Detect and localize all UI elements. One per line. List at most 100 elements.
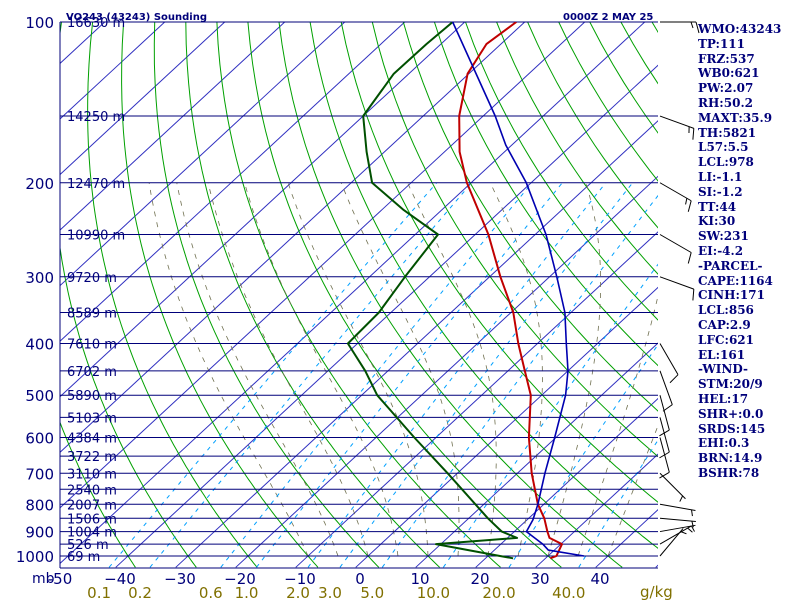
sounding-index-item: LI:-1.1 xyxy=(698,169,743,184)
dry-adiabat-line xyxy=(247,22,562,568)
height-label: 8589 m xyxy=(67,307,117,322)
isotherm-line xyxy=(60,22,526,453)
dry-adiabat-line xyxy=(402,22,658,412)
wind-barb xyxy=(659,234,692,264)
temperature-tick-label: -50 xyxy=(48,570,73,588)
dry-adiabat-line xyxy=(153,22,380,568)
sounding-index-item: TP:111 xyxy=(698,36,746,51)
wind-barbs xyxy=(659,21,700,557)
wind-barb xyxy=(660,21,700,34)
isotherm-line xyxy=(60,22,226,176)
parcel-path-line xyxy=(451,22,585,557)
pressure-tick-label: 800 xyxy=(25,496,54,514)
height-label: 1506 m xyxy=(67,512,117,527)
isobar-lines xyxy=(59,21,658,569)
sounding-index-item: SI:-1.2 xyxy=(698,184,743,199)
sounding-profiles xyxy=(346,22,585,560)
wind-barb xyxy=(659,276,695,301)
wind-barb-staff xyxy=(659,524,696,533)
pressure-unit-label: mb xyxy=(32,571,55,587)
mixing-ratio-line xyxy=(220,182,533,568)
wind-barb-half-feather xyxy=(679,495,684,502)
height-label: 69 m xyxy=(67,550,100,565)
wind-barb-half-feather xyxy=(690,21,694,29)
chart-title-station: VO243 (43243) Sounding xyxy=(66,12,207,23)
mixing-ratio-line xyxy=(307,182,607,568)
pressure-tick-label: 300 xyxy=(25,269,54,287)
wind-barb-staff xyxy=(659,417,670,453)
wind-barb-half-feather xyxy=(691,525,695,532)
sounding-index-item: CINH:171 xyxy=(698,288,765,303)
isotherm-line xyxy=(475,397,658,568)
moist-adiabat-line xyxy=(207,182,369,557)
wind-barb xyxy=(659,115,695,140)
dry-adiabat-line xyxy=(465,22,658,321)
moist-adiabat-line xyxy=(607,424,658,557)
sounding-index-item: WB0:621 xyxy=(698,66,760,81)
temperature-tick-label: −20 xyxy=(224,570,256,588)
mixing-ratio-line xyxy=(508,343,658,568)
mixing-ratio-line xyxy=(442,263,658,568)
dry-adiabat-line xyxy=(60,22,197,568)
pressure-tick-label: 600 xyxy=(25,430,54,448)
mixing-ratio-line xyxy=(108,182,437,568)
height-label: 6702 m xyxy=(67,365,117,380)
wind-barb xyxy=(659,517,696,528)
isotherm-line xyxy=(115,64,658,568)
pressure-tick-label: 100 xyxy=(25,14,54,32)
height-label: 9720 m xyxy=(67,271,117,286)
dry-adiabat-line xyxy=(216,22,501,568)
mixing-ratio-label: 20.0 xyxy=(482,584,515,600)
height-label: 5890 m xyxy=(67,389,117,404)
isotherm-line xyxy=(355,286,658,568)
wind-barb-feather xyxy=(692,128,695,140)
mixing-ratio-unit-label: g/kg xyxy=(640,583,673,600)
wind-barb-half-feather xyxy=(685,198,688,205)
wind-barb-feather xyxy=(659,451,670,459)
temperature-tick-label: −30 xyxy=(164,570,196,588)
wind-barb xyxy=(659,472,686,502)
temperature-tick-label: 30 xyxy=(530,570,549,588)
height-label: 4384 m xyxy=(67,432,117,447)
sounding-index-item: LFC:621 xyxy=(698,332,754,347)
sounding-index-item: SHR+:0.0 xyxy=(698,406,764,421)
wind-barb-half-feather xyxy=(691,509,693,517)
wind-barb-staff xyxy=(659,503,696,511)
sounding-index-item: L57:5.5 xyxy=(698,140,749,155)
dry-adiabat-line xyxy=(371,22,658,458)
height-label: 2007 m xyxy=(67,498,117,513)
wind-barb-staff xyxy=(659,525,692,545)
isotherm-line xyxy=(60,22,286,231)
dry-adiabat-line xyxy=(60,420,136,568)
dry-adiabat-line xyxy=(121,22,319,568)
wind-barb-staff xyxy=(659,343,679,375)
wind-barb-feather xyxy=(692,289,695,301)
mixing-ratio-label: 5.0 xyxy=(360,584,384,600)
sounding-index-item: BRN:14.9 xyxy=(698,451,763,466)
moist-adiabat-line xyxy=(547,182,601,557)
sounding-index-item: EHI:0.3 xyxy=(698,436,750,451)
moist-adiabat-line xyxy=(176,182,339,557)
wind-barb-staff xyxy=(659,472,686,500)
sounding-index-item: SRDS:145 xyxy=(698,421,766,436)
wind-barb-half-feather xyxy=(687,527,693,533)
sounding-index-item: PW:2.07 xyxy=(698,81,754,96)
temperature-tick-label: 40 xyxy=(590,570,609,588)
moist-adiabat-line xyxy=(489,182,543,557)
wind-barb-staff xyxy=(659,370,673,405)
pressure-tick-label: 900 xyxy=(25,524,54,542)
sounding-index-item: TH:5821 xyxy=(698,125,757,140)
mixing-ratio-label: 2.0 xyxy=(286,584,310,600)
wind-barb xyxy=(659,395,670,437)
isotherm-line xyxy=(60,22,166,120)
wind-barb-feather xyxy=(659,471,670,479)
height-label: 7610 m xyxy=(67,338,117,353)
dry-adiabat-line xyxy=(340,22,658,503)
pressure-tick-label: 200 xyxy=(25,175,54,193)
sounding-indices-panel: WMO:43243 TP:111 FRZ:537 WB0:621 PW:2.07 RH:5… xyxy=(698,22,798,481)
sounding-index-item: KI:30 xyxy=(698,214,736,229)
height-label: 10990 m xyxy=(67,228,125,243)
temperature-tick-label: −10 xyxy=(284,570,316,588)
